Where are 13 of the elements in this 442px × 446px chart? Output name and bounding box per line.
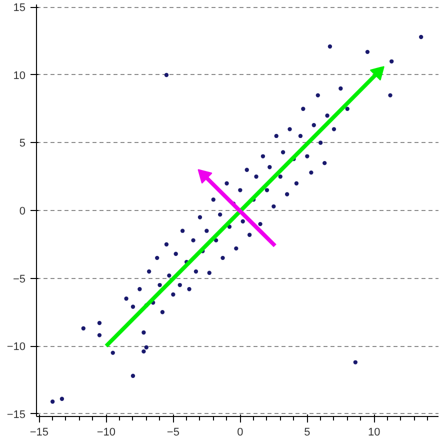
y-tick-label: 15 bbox=[13, 2, 26, 14]
y-tick-label: 0 bbox=[19, 206, 26, 218]
y-tick-label: −5 bbox=[12, 273, 26, 286]
y-tick-label: 10 bbox=[13, 70, 26, 82]
x-tick-label: −10 bbox=[96, 426, 116, 438]
y-tick-label: −10 bbox=[6, 341, 26, 354]
x-tick-label: −15 bbox=[30, 426, 49, 438]
y-tick-label: 5 bbox=[19, 138, 26, 150]
x-tick-label: 0 bbox=[237, 426, 244, 438]
y-tick-label: −15 bbox=[6, 408, 26, 421]
x-tick-label: 5 bbox=[304, 426, 310, 438]
x-tick-label: −5 bbox=[166, 426, 180, 438]
x-tick-label: 10 bbox=[368, 426, 380, 438]
